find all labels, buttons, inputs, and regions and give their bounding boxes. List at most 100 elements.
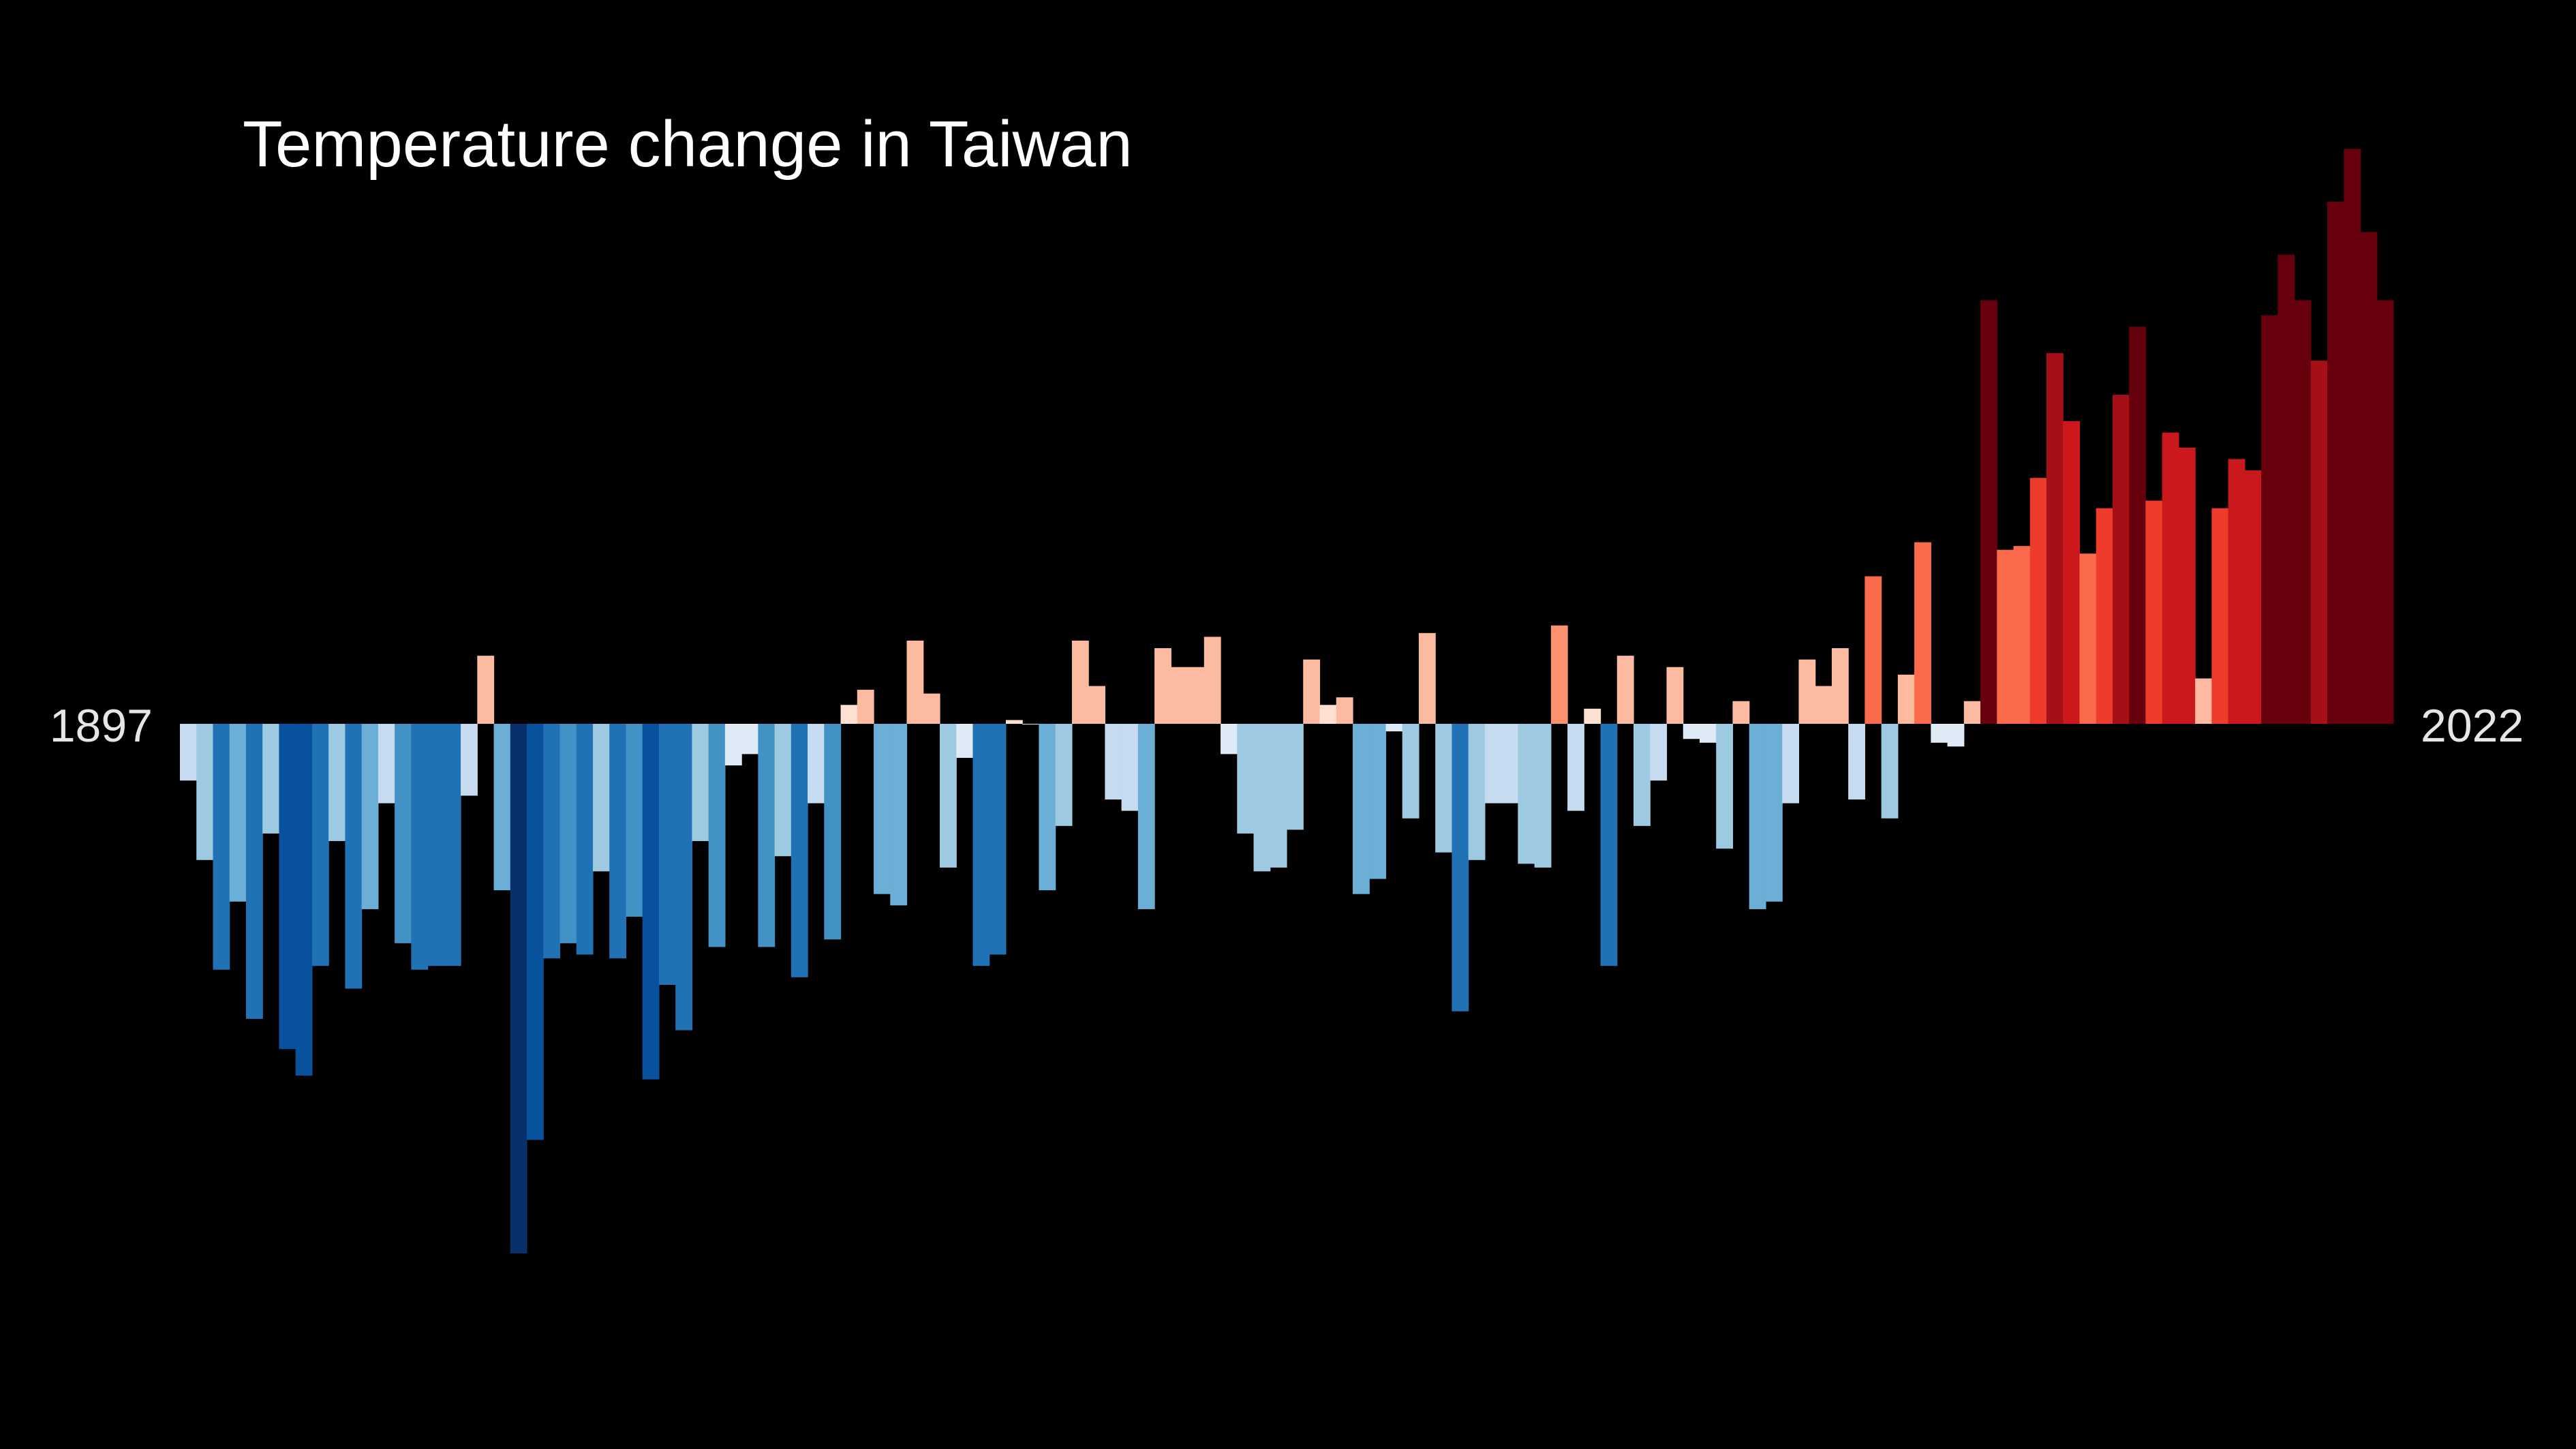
bar-1985 bbox=[1634, 724, 1651, 826]
bar-1977 bbox=[1501, 724, 1518, 804]
bar-1915 bbox=[477, 656, 495, 724]
bar-1968 bbox=[1352, 724, 1370, 894]
bar-1902 bbox=[262, 724, 280, 834]
bar-1988 bbox=[1683, 724, 1700, 739]
bar-1958 bbox=[1187, 667, 1205, 724]
bar-1908 bbox=[361, 724, 379, 909]
bar-1900 bbox=[229, 724, 247, 902]
bar-2028 bbox=[2344, 149, 2361, 724]
bar-1916 bbox=[493, 724, 511, 891]
bar-1961 bbox=[1237, 724, 1255, 834]
bar-1901 bbox=[245, 724, 263, 1019]
start-year-label: 1897 bbox=[50, 700, 153, 752]
bar-1989 bbox=[1699, 724, 1717, 743]
bar-2027 bbox=[2327, 202, 2344, 724]
bar-1924 bbox=[626, 724, 643, 917]
bar-2015 bbox=[2129, 326, 2147, 724]
bar-1918 bbox=[527, 724, 544, 1140]
bar-1922 bbox=[592, 724, 610, 872]
bar-1959 bbox=[1203, 637, 1221, 724]
bar-1910 bbox=[395, 724, 412, 943]
bar-1984 bbox=[1616, 656, 1634, 724]
bar-1974 bbox=[1452, 724, 1469, 1011]
bar-1904 bbox=[295, 724, 313, 1076]
bar-2004 bbox=[1947, 724, 1965, 747]
bar-2019 bbox=[2195, 678, 2212, 724]
bar-1939 bbox=[874, 724, 891, 894]
bar-1983 bbox=[1600, 724, 1618, 966]
bar-1980 bbox=[1550, 625, 1568, 724]
bar-1907 bbox=[345, 724, 363, 989]
bar-1897 bbox=[180, 724, 197, 781]
bar-1956 bbox=[1154, 648, 1171, 724]
bar-1921 bbox=[576, 724, 594, 955]
bar-1950 bbox=[1055, 724, 1073, 826]
bar-1981 bbox=[1567, 724, 1584, 811]
bar-1933 bbox=[774, 724, 792, 857]
bar-2023 bbox=[2261, 315, 2278, 724]
bar-2029 bbox=[2360, 232, 2378, 724]
bar-1973 bbox=[1435, 724, 1452, 853]
bar-2012 bbox=[2079, 553, 2097, 724]
bar-1967 bbox=[1336, 697, 1353, 724]
bar-1962 bbox=[1253, 724, 1271, 872]
bar-2001 bbox=[1897, 674, 1915, 724]
bar-2026 bbox=[2310, 361, 2328, 724]
bar-1927 bbox=[675, 724, 692, 1031]
bar-1940 bbox=[890, 724, 908, 906]
bar-1955 bbox=[1137, 724, 1155, 909]
bar-2030 bbox=[2376, 300, 2394, 724]
bar-1965 bbox=[1303, 659, 1321, 724]
bar-2007 bbox=[1997, 549, 2014, 724]
bar-1996 bbox=[1815, 686, 1833, 724]
bar-2018 bbox=[2178, 447, 2196, 724]
bar-1905 bbox=[311, 724, 329, 966]
bar-2017 bbox=[2162, 432, 2179, 724]
bar-1964 bbox=[1287, 724, 1304, 830]
bar-1991 bbox=[1732, 701, 1750, 724]
bar-1932 bbox=[758, 724, 776, 947]
bar-2010 bbox=[2046, 353, 2064, 724]
bar-1969 bbox=[1369, 724, 1387, 879]
bar-2022 bbox=[2244, 470, 2262, 724]
bar-1923 bbox=[609, 724, 627, 959]
bar-1976 bbox=[1484, 724, 1502, 804]
bar-2016 bbox=[2145, 500, 2163, 724]
bar-1972 bbox=[1418, 632, 1436, 724]
bar-2003 bbox=[1931, 724, 1948, 743]
bar-1944 bbox=[956, 724, 974, 758]
bar-1990 bbox=[1716, 724, 1734, 849]
bar-1912 bbox=[427, 724, 445, 966]
bar-1919 bbox=[543, 724, 561, 959]
bar-1926 bbox=[658, 724, 676, 985]
bar-2011 bbox=[2063, 421, 2081, 724]
bar-1979 bbox=[1534, 724, 1552, 868]
bar-1982 bbox=[1584, 708, 1601, 724]
bar-1994 bbox=[1782, 724, 1799, 804]
bar-1963 bbox=[1270, 724, 1287, 868]
bar-1947 bbox=[1005, 720, 1023, 724]
bar-1995 bbox=[1798, 659, 1816, 724]
bar-1970 bbox=[1385, 724, 1403, 732]
bar-1898 bbox=[196, 724, 214, 860]
bar-1938 bbox=[857, 690, 874, 724]
chart-title: Temperature change in Taiwan bbox=[243, 108, 1133, 181]
bar-1997 bbox=[1831, 648, 1849, 724]
end-year-label: 2022 bbox=[2421, 700, 2524, 752]
bar-1975 bbox=[1468, 724, 1486, 860]
bar-1928 bbox=[692, 724, 709, 842]
bar-1952 bbox=[1088, 686, 1105, 724]
bar-2013 bbox=[2096, 508, 2113, 724]
bar-1954 bbox=[1121, 724, 1139, 811]
bar-1929 bbox=[708, 724, 726, 947]
bar-2000 bbox=[1881, 724, 1899, 819]
bar-2021 bbox=[2228, 459, 2245, 724]
bar-1945 bbox=[972, 724, 990, 966]
bar-1941 bbox=[906, 640, 924, 724]
bar-1943 bbox=[939, 724, 957, 868]
bar-1942 bbox=[923, 693, 940, 724]
bar-1909 bbox=[378, 724, 395, 804]
bar-1998 bbox=[1848, 724, 1865, 799]
bar-2014 bbox=[2112, 395, 2130, 724]
